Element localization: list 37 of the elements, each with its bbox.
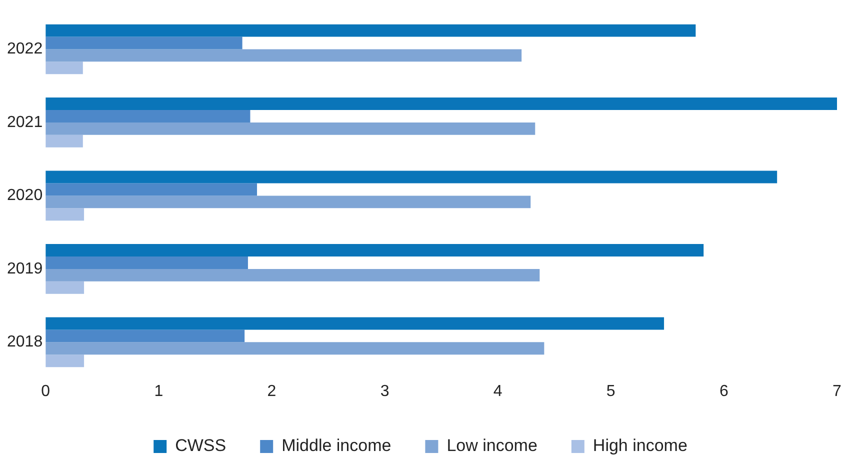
bar xyxy=(46,330,245,342)
y-tick-label: 2022 xyxy=(7,40,43,58)
bar xyxy=(46,196,531,208)
bar xyxy=(46,49,522,62)
bar xyxy=(46,62,83,74)
bar xyxy=(46,134,83,148)
y-tick-label: 2020 xyxy=(7,187,43,204)
y-tick-label: 2021 xyxy=(7,114,43,131)
bar xyxy=(46,98,837,110)
x-tick-label: 1 xyxy=(154,382,164,400)
y-tick-label: 2019 xyxy=(7,260,43,278)
bar xyxy=(46,354,84,368)
bar xyxy=(46,281,84,294)
x-tick-label: 2 xyxy=(267,382,276,400)
bar xyxy=(46,24,696,37)
x-tick-label: 6 xyxy=(719,382,728,400)
bar xyxy=(46,122,536,135)
bar xyxy=(46,256,248,269)
bar xyxy=(46,342,544,355)
bar xyxy=(46,183,258,196)
x-tick-label: 4 xyxy=(493,382,502,400)
bar xyxy=(46,244,704,256)
legend-label: Low income xyxy=(446,436,538,456)
x-tick-label: 7 xyxy=(832,382,842,400)
bar xyxy=(46,208,84,221)
legend-label: High income xyxy=(592,436,688,456)
x-tick-label: 3 xyxy=(380,382,390,400)
bar xyxy=(46,110,250,122)
x-tick-label: 5 xyxy=(606,382,616,400)
bar xyxy=(46,268,540,282)
y-tick-label: 2018 xyxy=(7,334,43,351)
legend-label: Middle income xyxy=(282,436,392,456)
bar xyxy=(46,36,242,50)
bar xyxy=(46,317,664,330)
legend-label: CWSS xyxy=(175,436,226,456)
x-tick-label: 0 xyxy=(41,382,50,400)
bar xyxy=(46,170,778,184)
